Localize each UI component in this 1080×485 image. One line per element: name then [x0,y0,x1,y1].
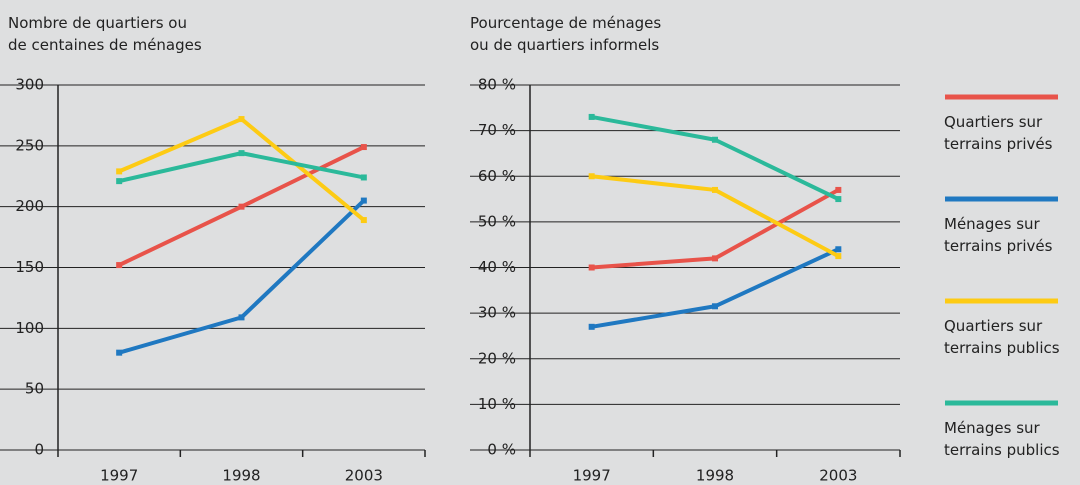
point [835,246,842,253]
point [712,303,718,310]
point [238,203,245,210]
point [238,314,245,321]
chart-title: Pourcentage de ménages ou de quartiers i… [470,14,662,54]
point [588,323,595,330]
point [835,196,842,203]
series-line [118,199,366,355]
x-tick-label: 2003 [345,467,383,485]
x-tick-label: 1998 [222,467,260,485]
point [712,186,718,193]
x-tick-label: 1997 [573,467,611,485]
point [835,253,842,260]
point [360,174,367,181]
point [116,262,123,269]
legend-label: Ménages sur terrains privés [944,215,1053,255]
series-line [591,114,840,201]
point [588,264,595,271]
chart-title: Nombre de quartiers ou de centaines de m… [8,14,202,54]
point [712,136,718,143]
x-tick-label: 1998 [696,467,734,485]
x-tick-label: 2003 [819,467,857,485]
point [360,217,367,224]
point [116,349,123,356]
point [588,173,595,180]
point [116,168,123,175]
point [238,150,245,157]
point [116,178,123,185]
point [360,144,367,151]
legend-label: Quartiers sur terrains publics [944,317,1060,357]
legend-label: Ménages sur terrains publics [944,419,1060,459]
point [835,186,842,193]
x-tick-label: 1997 [100,467,138,485]
legend-label: Quartiers sur terrains privés [944,113,1053,153]
point [238,116,245,123]
point [712,255,718,262]
point [588,113,595,120]
point [360,197,367,204]
